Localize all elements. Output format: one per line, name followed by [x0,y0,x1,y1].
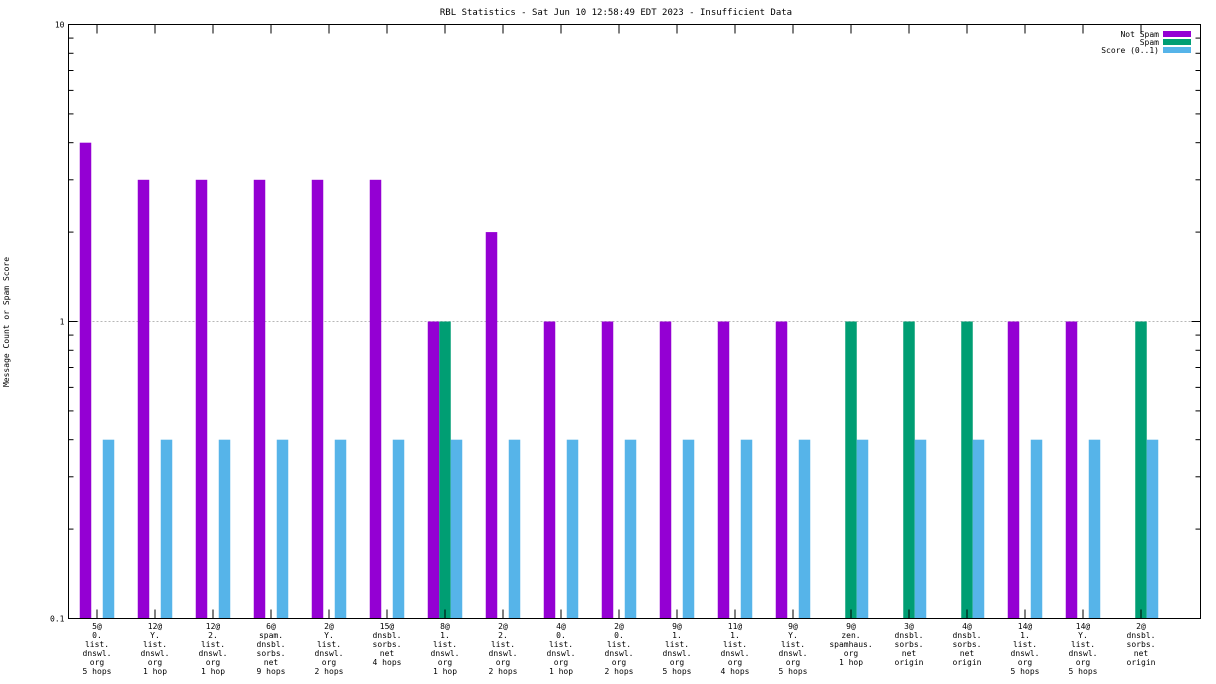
y-axis-label: Message Count or Spam Score [2,257,11,387]
bar-not-spam-5 [369,179,382,619]
x-tick-label-14: 3@ dnsbl. sorbs. net origin [895,622,924,667]
bar-not-spam-11 [717,321,730,619]
legend-swatch-1 [1163,39,1191,45]
y-tick-label-1: 1 [60,318,65,327]
x-tick-label-3: 6@ spam. dnsbl. sorbs. net 9 hops [257,622,286,676]
legend-label-0: Not Spam [1120,30,1159,39]
x-tick-label-7: 2@ 2. list. dnswl. org 2 hops [489,622,518,676]
x-tick-label-17: 14@ Y. list. dnswl. org 5 hops [1069,622,1098,676]
axis-ticks: 0.1 1 10 [50,21,1201,624]
x-tick-label-16: 14@ 1. list. dnswl. org 5 hops [1011,622,1040,676]
bar-not-spam-6 [427,321,440,619]
y-tick-label-0: 0.1 [50,615,65,624]
bar-score-0-1-13 [856,439,869,619]
bar-score-0-1-7 [508,439,521,619]
x-tick-label-18: 2@ dnsbl. sorbs. net origin [1127,622,1156,667]
category-labels: 5@ 0. list. dnswl. org 5 hops 12@ Y. list. dnswl.… [83,622,1156,676]
x-tick-label-5: 15@ dnsbl. sorbs. net 4 hops [373,622,402,667]
bar-spam-6 [439,321,451,619]
x-tick-label-10: 9@ 1. list. dnswl. org 5 hops [663,622,692,676]
bar-score-0-1-8 [566,439,579,619]
bars [79,142,1159,619]
bar-not-spam-7 [485,232,498,619]
x-tick-label-12: 9@ Y. list. dnswl. org 5 hops [779,622,808,676]
bar-spam-14 [903,321,915,619]
bar-score-0-1-1 [160,439,173,619]
bar-score-0-1-16 [1030,439,1043,619]
bar-not-spam-3 [253,179,266,619]
bar-spam-15 [961,321,973,619]
plot-frame [68,24,1201,619]
bar-score-0-1-17 [1088,439,1101,619]
legend-swatch-0 [1163,31,1191,37]
bar-score-0-1-10 [682,439,695,619]
bar-not-spam-9 [601,321,614,619]
x-tick-label-2: 12@ 2. list. dnswl. org 1 hop [199,622,228,676]
bar-score-0-1-14 [914,439,927,619]
bar-score-0-1-2 [218,439,231,619]
bar-score-0-1-3 [276,439,289,619]
bar-score-0-1-15 [972,439,985,619]
x-tick-label-8: 4@ 0. list. dnswl. org 1 hop [547,622,576,676]
bar-not-spam-4 [311,179,324,619]
bar-score-0-1-5 [392,439,405,619]
bar-not-spam-12 [775,321,788,619]
bar-score-0-1-9 [624,439,637,619]
bar-not-spam-16 [1007,321,1020,619]
bar-score-0-1-11 [740,439,753,619]
bar-not-spam-8 [543,321,556,619]
bar-spam-13 [845,321,857,619]
x-tick-label-11: 11@ 1. list. dnswl. org 4 hops [721,622,750,676]
legend-label-1: Spam [1140,38,1159,47]
bar-not-spam-17 [1065,321,1078,619]
bar-spam-18 [1135,321,1147,619]
legend-swatch-2 [1163,47,1191,53]
legend-label-2: Score (0..1) [1101,46,1159,55]
x-tick-label-15: 4@ dnsbl. sorbs. net origin [953,622,982,667]
chart-title: RBL Statistics - Sat Jun 10 12:58:49 EDT… [440,8,792,18]
x-tick-label-13: 9@ zen. spamhaus. org 1 hop [829,622,872,667]
bar-score-0-1-0 [102,439,115,619]
x-tick-label-0: 5@ 0. list. dnswl. org 5 hops [83,622,112,676]
bar-score-0-1-18 [1146,439,1159,619]
bar-not-spam-1 [137,179,150,619]
bar-not-spam-0 [79,142,92,619]
bar-not-spam-10 [659,321,672,619]
y-tick-label-2: 10 [55,21,65,30]
x-tick-label-9: 2@ 0. list. dnswl. org 2 hops [605,622,634,676]
bar-score-0-1-4 [334,439,347,619]
bar-score-0-1-6 [450,439,463,619]
x-tick-label-6: 8@ 1. list. dnswl. org 1 hop [431,622,460,676]
x-tick-label-4: 2@ Y. list. dnswl. org 2 hops [315,622,344,676]
bar-score-0-1-12 [798,439,811,619]
bar-not-spam-2 [195,179,208,619]
x-tick-label-1: 12@ Y. list. dnswl. org 1 hop [141,622,170,676]
